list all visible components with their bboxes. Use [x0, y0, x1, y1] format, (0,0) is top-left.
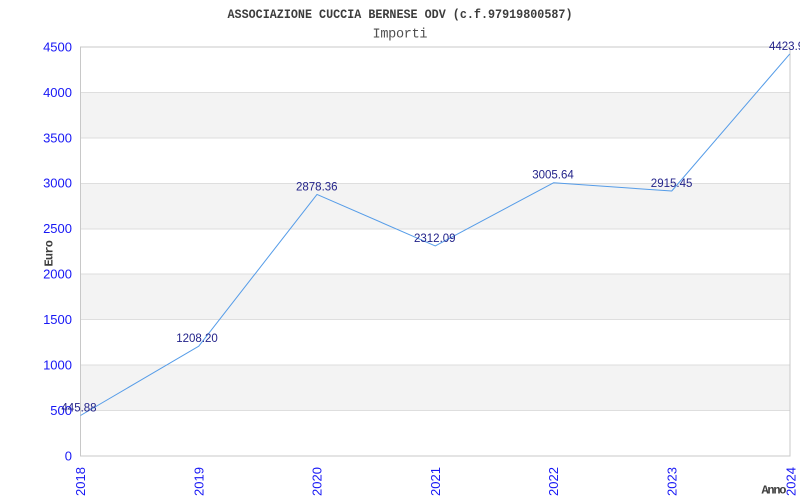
svg-text:3005.64: 3005.64 [532, 170, 574, 182]
svg-text:500: 500 [50, 403, 72, 418]
svg-text:2021: 2021 [428, 467, 443, 496]
svg-text:2018: 2018 [73, 467, 88, 496]
svg-text:Euro: Euro [43, 240, 57, 267]
svg-text:2024: 2024 [784, 467, 799, 496]
svg-text:3000: 3000 [43, 176, 72, 191]
svg-text:1208.20: 1208.20 [176, 333, 218, 345]
svg-text:2000: 2000 [43, 267, 72, 282]
svg-text:1000: 1000 [43, 358, 72, 373]
svg-text:2020: 2020 [310, 467, 325, 496]
svg-text:3500: 3500 [43, 130, 72, 145]
svg-text:2019: 2019 [191, 467, 206, 496]
svg-text:2023: 2023 [664, 467, 679, 496]
svg-text:4000: 4000 [43, 85, 72, 100]
svg-text:4500: 4500 [43, 39, 72, 54]
svg-text:Importi: Importi [373, 28, 428, 43]
svg-text:2878.36: 2878.36 [296, 181, 338, 193]
svg-text:ASSOCIAZIONE CUCCIA BERNESE OD: ASSOCIAZIONE CUCCIA BERNESE ODV (c.f.979… [228, 7, 573, 22]
svg-text:Anno: Anno [762, 484, 787, 498]
svg-text:2312.09: 2312.09 [414, 233, 456, 245]
svg-text:2022: 2022 [546, 467, 561, 496]
svg-text:445.88: 445.88 [61, 402, 96, 414]
svg-text:2500: 2500 [43, 221, 72, 236]
svg-text:1500: 1500 [43, 312, 72, 327]
svg-text:4423.97: 4423.97 [769, 41, 800, 53]
svg-text:0: 0 [65, 448, 72, 463]
svg-text:2915.45: 2915.45 [651, 178, 693, 190]
